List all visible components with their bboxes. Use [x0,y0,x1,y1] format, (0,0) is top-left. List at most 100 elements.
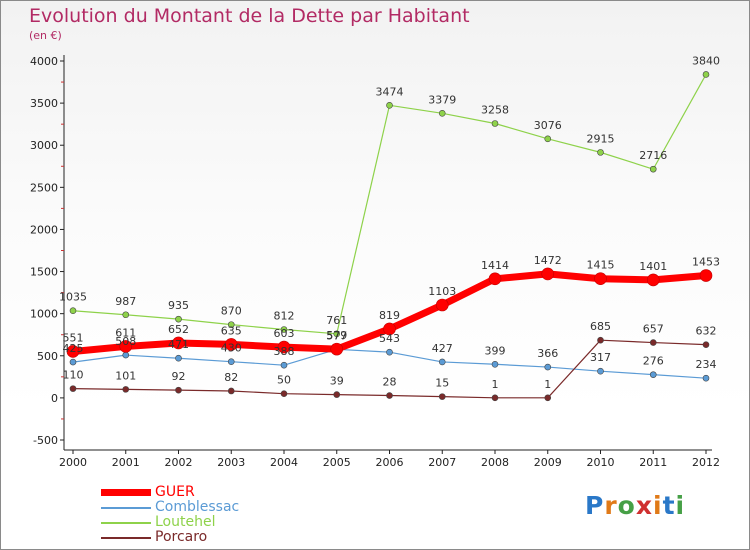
chart-subtitle: (en €) [29,29,62,42]
data-label-guer: 1414 [481,259,509,272]
x-tick-label: 2001 [112,456,140,469]
legend-label: Comblessac [155,499,240,515]
data-point-porcaro [649,339,657,346]
data-label-comblessac: 399 [485,344,506,357]
logo-letter: o [617,491,636,520]
data-point-loutehel [227,321,235,328]
data-label-loutehel: 870 [221,305,242,318]
data-point-guer [224,338,238,351]
data-label-comblessac: 430 [221,342,242,355]
data-label-loutehel: 1035 [59,291,87,304]
y-tick-label: 3500 [30,97,58,110]
x-tick-label: 2005 [323,456,351,469]
data-point-comblessac [597,367,604,375]
data-point-comblessac [386,348,393,356]
data-point-guer [119,340,133,353]
data-label-loutehel: 2915 [587,132,615,145]
legend-item-loutehel: Loutehel [101,515,301,530]
data-point-porcaro [280,390,288,397]
data-label-loutehel: 812 [274,310,295,323]
data-label-comblessac: 317 [590,351,611,364]
data-point-guer [277,340,291,354]
y-tick-label: 0 [51,392,58,405]
data-point-guer [435,298,449,312]
legend-item-comblessac: Comblessac [101,500,301,515]
x-tick-label: 2002 [165,456,193,469]
data-point-porcaro [702,341,710,348]
data-label-loutehel: 987 [115,295,136,308]
data-point-loutehel [597,149,604,156]
x-tick-label: 2009 [534,456,562,469]
data-label-comblessac: 388 [274,345,295,358]
data-label-loutehel: 3379 [428,93,456,106]
logo-letter: x [635,491,653,520]
data-point-porcaro [69,385,77,392]
data-label-guer: 819 [379,309,400,322]
logo-letter: i [653,491,663,520]
data-label-loutehel: 3474 [376,85,404,98]
data-label-comblessac: 508 [115,335,136,348]
data-label-loutehel: 2716 [639,149,667,162]
data-label-guer: 579 [326,329,347,342]
data-label-loutehel: 3076 [534,119,562,132]
data-label-comblessac: 427 [432,342,453,355]
data-label-guer: 635 [221,324,242,337]
data-label-porcaro: 685 [590,320,611,333]
data-label-comblessac: 543 [379,332,400,345]
legend-swatch [101,507,151,509]
data-label-guer: 1103 [428,285,456,298]
data-point-guer [646,273,660,287]
y-tick-label: -500 [33,434,58,447]
data-point-comblessac [649,371,657,378]
data-point-comblessac [702,374,710,382]
axes: -500 0 500 1000 1500 2000 2500 3000 3500 4000 2000… [30,55,720,469]
data-point-comblessac [227,358,235,365]
data-label-comblessac: 577 [326,329,347,342]
data-label-porcaro: 92 [172,370,186,383]
data-point-loutehel [122,311,130,319]
data-point-porcaro [175,386,182,394]
data-label-guer: 603 [274,327,295,340]
legend-label: GUER [155,484,195,500]
data-point-comblessac [175,354,182,362]
data-label-porcaro: 82 [224,371,238,384]
logo-letter: t [662,491,676,520]
data-point-loutehel [280,326,288,333]
data-label-porcaro: 1 [544,378,551,391]
data-point-guer [383,322,396,336]
data-point-loutehel [649,165,657,173]
data-point-guer [488,272,502,286]
data-label-guer: 652 [168,323,189,336]
data-point-loutehel [491,120,499,127]
data-point-comblessac [544,363,552,371]
data-point-loutehel [333,330,341,338]
data-label-porcaro: 101 [115,369,136,382]
data-label-comblessac: 471 [168,338,189,351]
data-label-guer: 1453 [692,256,720,269]
data-label-guer: 1415 [587,259,615,272]
data-label-porcaro: 39 [330,375,344,388]
legend-item-guer: GUER [101,485,301,500]
data-point-comblessac [122,351,130,359]
x-tick-label: 2008 [481,456,509,469]
x-tick-label: 2011 [639,456,667,469]
data-point-porcaro [122,386,130,393]
x-tick-label: 2012 [692,456,720,469]
legend-label: Porcaro [155,529,208,545]
legend-item-porcaro: Porcaro [101,530,301,545]
series-points [66,71,713,402]
y-tick-label: 3000 [30,139,58,152]
chart-title: Evolution du Montant de la Dette par Hab… [29,5,470,27]
data-label-porcaro: 28 [383,376,397,389]
data-point-porcaro [227,387,235,395]
data-point-comblessac [69,358,77,366]
data-label-loutehel: 761 [326,314,347,327]
data-label-guer: 611 [115,326,136,339]
data-label-loutehel: 935 [168,299,189,312]
data-label-loutehel: 3840 [692,54,720,67]
data-point-guer [330,342,344,356]
data-point-loutehel [69,307,77,315]
y-tick-label: 1000 [30,308,58,321]
logo-letter: r [604,491,618,520]
